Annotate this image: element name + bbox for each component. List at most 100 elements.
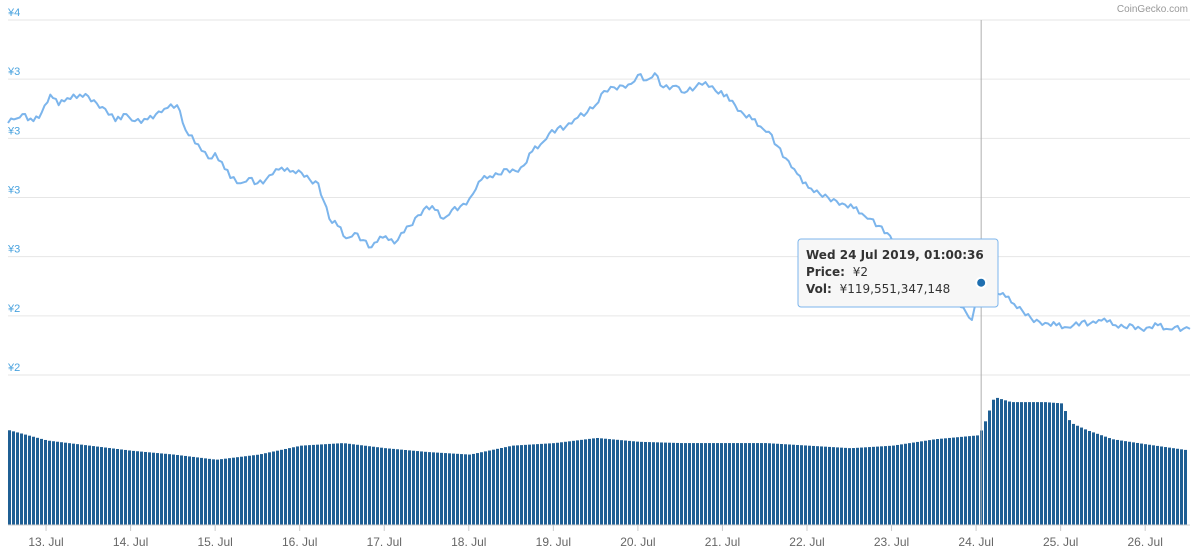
volume-bar xyxy=(408,450,411,525)
volume-bar xyxy=(384,448,387,525)
y-tick-label: ¥2 xyxy=(7,362,20,374)
x-axis-labels: 13. Jul 14. Jul 15. Jul 16. Jul 17. Jul 18. J… xyxy=(28,525,1163,549)
volume-bar xyxy=(576,440,579,525)
volume-bar xyxy=(996,397,999,525)
volume-bar xyxy=(124,449,127,525)
volume-bar xyxy=(260,454,263,525)
volume-bar xyxy=(1104,436,1107,525)
volume-bar xyxy=(1004,400,1007,525)
volume-bar xyxy=(680,443,683,525)
volume-bar xyxy=(236,457,239,525)
volume-bar xyxy=(992,399,995,525)
volume-bar xyxy=(392,448,395,525)
volume-bar xyxy=(264,453,267,525)
volume-bar xyxy=(932,439,935,525)
volume-bar xyxy=(180,455,183,525)
volume-bar xyxy=(548,443,551,525)
volume-bar xyxy=(244,456,247,525)
volume-bar xyxy=(280,449,283,525)
volume-bar xyxy=(1076,425,1079,525)
volume-bar xyxy=(464,454,467,525)
volume-bar xyxy=(624,440,627,525)
y-tick-label: ¥2 xyxy=(7,303,20,315)
volume-bar xyxy=(156,453,159,525)
x-tick-label: 24. Jul xyxy=(958,535,993,549)
volume-bar xyxy=(664,442,667,525)
volume-bar xyxy=(164,453,167,525)
volume-bar xyxy=(28,435,31,525)
x-tick-label: 13. Jul xyxy=(28,535,63,549)
volume-bar xyxy=(8,430,11,525)
x-tick-label: 22. Jul xyxy=(789,535,824,549)
volume-bar xyxy=(504,447,507,525)
volume-bar xyxy=(128,450,131,525)
volume-bar xyxy=(736,443,739,525)
volume-bar xyxy=(304,445,307,525)
volume-bar xyxy=(308,445,311,525)
volume-bar xyxy=(1032,402,1035,525)
volume-bar xyxy=(668,442,671,525)
volume-bar xyxy=(488,450,491,525)
volume-bar xyxy=(584,439,587,525)
volume-bar xyxy=(528,444,531,525)
volume-bar xyxy=(580,439,583,525)
volume-bar xyxy=(432,452,435,525)
volume-bar xyxy=(212,459,215,525)
x-tick-label: 26. Jul xyxy=(1128,535,1163,549)
volume-bar xyxy=(960,436,963,525)
volume-bar xyxy=(104,447,107,525)
volume-bar xyxy=(812,445,815,525)
volume-bar xyxy=(1060,403,1063,525)
volume-bar xyxy=(208,458,211,525)
volume-bar xyxy=(60,442,63,525)
volume-bar xyxy=(216,459,219,525)
volume-bar xyxy=(948,437,951,525)
volume-bar xyxy=(592,438,595,525)
volume-bar xyxy=(32,436,35,525)
volume-bar xyxy=(1056,403,1059,525)
y-tick-label: ¥3 xyxy=(7,125,20,137)
volume-bar xyxy=(836,447,839,525)
volume-bar xyxy=(748,443,751,525)
volume-bar xyxy=(168,454,171,525)
volume-bar xyxy=(500,447,503,525)
volume-bar xyxy=(896,444,899,525)
volume-bar xyxy=(1068,420,1071,525)
volume-bar xyxy=(88,445,91,525)
volume-bar xyxy=(140,451,143,525)
volume-bar xyxy=(480,452,483,525)
volume-bar xyxy=(916,441,919,525)
volume-bar xyxy=(892,445,895,525)
volume-bar xyxy=(1152,445,1155,525)
volume-bar xyxy=(296,446,299,525)
volume-bar xyxy=(700,443,703,525)
volume-bar xyxy=(596,437,599,525)
volume-bar xyxy=(1012,402,1015,525)
volume-bar xyxy=(984,421,987,525)
volume-bar xyxy=(908,443,911,525)
volume-bar xyxy=(96,446,99,525)
volume-bars xyxy=(8,397,1187,525)
volume-bar xyxy=(540,443,543,525)
volume-bar xyxy=(1120,440,1123,525)
volume-bar xyxy=(388,448,391,525)
volume-bar xyxy=(336,443,339,525)
volume-bar xyxy=(560,442,563,525)
volume-bar xyxy=(1124,441,1127,525)
tooltip-vol-value: ¥119,551,347,148 xyxy=(840,282,951,296)
volume-bar xyxy=(920,441,923,525)
volume-bar xyxy=(756,443,759,525)
coingecko-credit[interactable]: CoinGecko.com xyxy=(1117,4,1188,15)
volume-bar xyxy=(884,446,887,525)
volume-bar xyxy=(1036,402,1039,525)
volume-bar xyxy=(380,447,383,525)
volume-bar xyxy=(1084,429,1087,525)
volume-bar xyxy=(516,445,519,525)
volume-bar xyxy=(440,452,443,525)
volume-bar xyxy=(372,446,375,525)
volume-bar xyxy=(828,446,831,525)
volume-bar xyxy=(588,438,591,525)
volume-bar xyxy=(92,446,95,525)
volume-bar xyxy=(716,443,719,525)
